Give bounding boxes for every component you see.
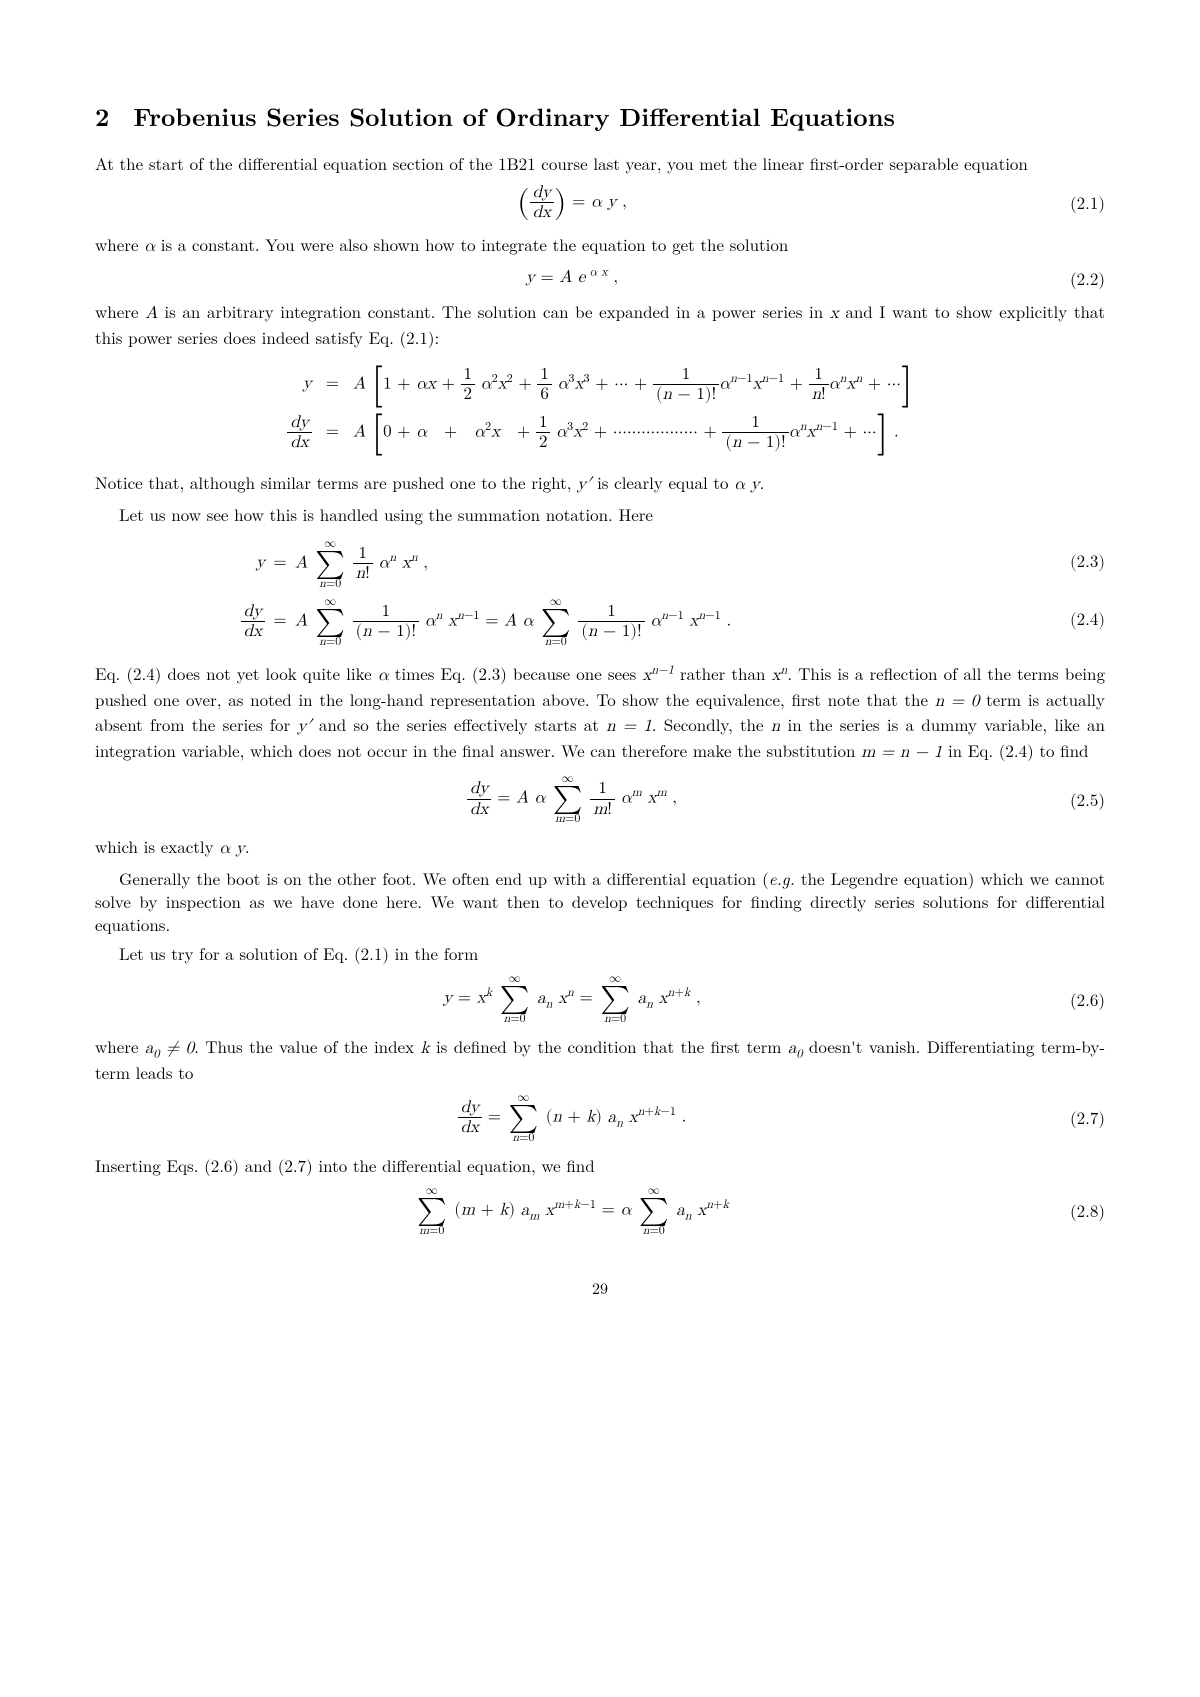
- eq-number: (2.7): [1049, 1106, 1105, 1129]
- section-number: 2: [95, 99, 109, 134]
- para-10: where a0 ≠ 0. Thus the value of the inde…: [95, 1035, 1105, 1084]
- para-5: Let us now see how this is handled using…: [95, 503, 1105, 526]
- para-8: Generally the boot is on the other foot.…: [95, 867, 1105, 936]
- eq-number: (2.6): [1049, 988, 1105, 1011]
- eq-2-5: dydx = A α ∞∑m=0 1m! αm xm , (2.5): [95, 773, 1105, 825]
- para-4: Notice that, although similar terms are …: [95, 471, 1105, 497]
- section-title: Frobenius Series Solution of Ordinary Di…: [133, 99, 895, 134]
- eq-2-7: dydx = ∞∑n=0 (n + k) an xn+k−1 . (2.7): [95, 1092, 1105, 1144]
- eq-2-8: ∞∑m=0 (m + k) am xm+k−1 = α ∞∑n=0 an xn+…: [95, 1185, 1105, 1237]
- page-number: 29: [95, 1277, 1105, 1299]
- para-11: Inserting Eqs. (2.6) and (2.7) into the …: [95, 1154, 1105, 1177]
- para-1: At the start of the differential equatio…: [95, 152, 1105, 175]
- eq-2-3-4: y = A ∞∑n=0 1n! αn xn , (2.3) dydx = A ∞…: [95, 538, 1105, 648]
- para-6: Eq. (2.4) does not yet look quite like α…: [95, 662, 1105, 766]
- para-2: where α is a constant. You were also sho…: [95, 233, 1105, 259]
- eq-number: (2.1): [1049, 191, 1105, 214]
- para-7: which is exactly α y.: [95, 835, 1105, 861]
- eq-number: (2.5): [1049, 788, 1105, 811]
- eq-number: (2.8): [1049, 1199, 1105, 1222]
- eq-number: (2.2): [1049, 267, 1105, 290]
- eq-2-6: y = xk ∞∑n=0 an xn = ∞∑n=0 an xn+k , (2.…: [95, 973, 1105, 1025]
- para-9: Let us try for a solution of Eq. (2.1) i…: [95, 942, 1105, 965]
- eq-2-1: (dydx) = α y , (2.1): [95, 183, 1105, 223]
- eq-2-2: y = A e α x , (2.2): [95, 267, 1105, 290]
- section-heading: 2 Frobenius Series Solution of Ordinary D…: [95, 100, 1105, 134]
- para-3: where A is an arbitrary integration cons…: [95, 300, 1105, 349]
- eq-expansion: y = A [1 + αx + 12 α2x2 + 16 α3x3 + ··· …: [95, 361, 1105, 457]
